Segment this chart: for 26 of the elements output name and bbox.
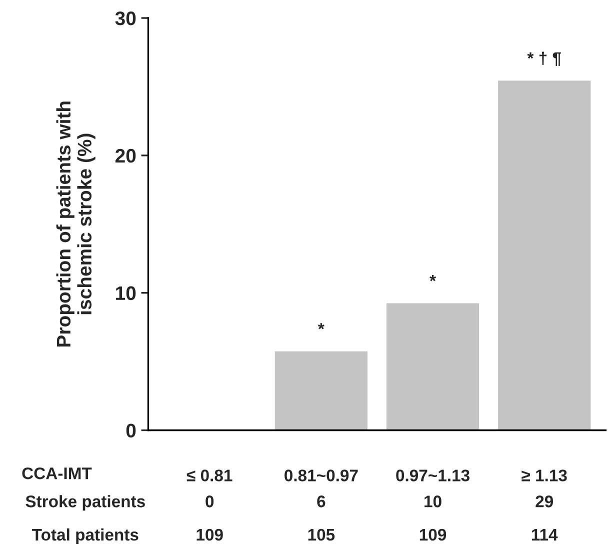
text: 10 <box>424 496 442 508</box>
text: 6 <box>317 496 326 508</box>
text: 0 <box>206 496 214 508</box>
annotation: * <box>430 275 436 282</box>
text: 29 <box>536 496 554 508</box>
annotation: * <box>318 323 324 330</box>
x-tick-label: ≤ 0.81 <box>186 470 232 482</box>
x-tick-label: ≥ 1.13 <box>522 470 567 482</box>
y-axis-title: Proportion of patients with ischemic stroke (%) <box>56 102 96 346</box>
text: 105 <box>308 528 335 541</box>
y-tick-label: 20 <box>115 148 136 163</box>
y-tick-label: 30 <box>115 11 136 26</box>
bar <box>386 303 480 430</box>
text: 114 <box>532 529 558 540</box>
bar <box>274 351 368 430</box>
y-tick-label: 10 <box>116 286 136 300</box>
text: Total patients <box>32 528 138 544</box>
annotation: * † ¶ <box>527 52 561 66</box>
y-tick-label: 0 <box>126 424 136 438</box>
bar <box>498 80 591 430</box>
x-tick-label: 0.97~1.13 <box>396 470 470 482</box>
text: Stroke patients <box>26 495 145 511</box>
text: 109 <box>196 528 223 541</box>
text: 109 <box>420 528 446 541</box>
x-axis-title: CCA-IMT <box>22 467 92 480</box>
x-tick-label: 0.81~0.97 <box>284 470 358 482</box>
